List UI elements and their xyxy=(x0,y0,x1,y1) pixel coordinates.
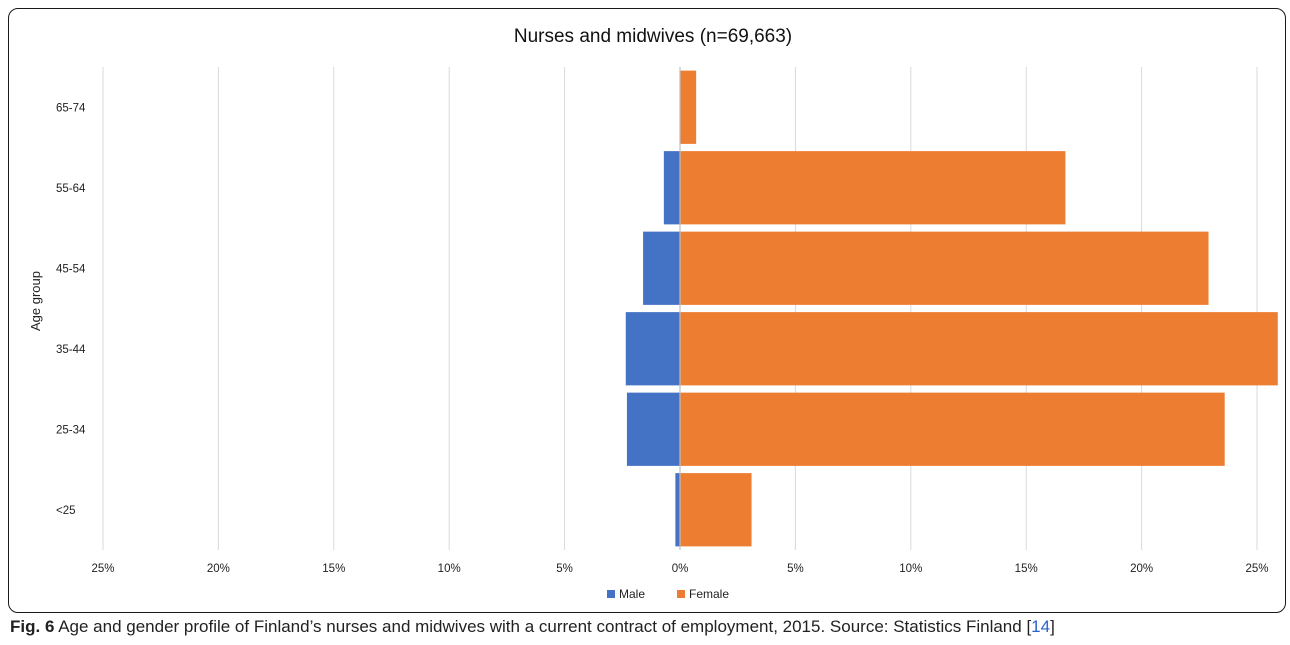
reference-link[interactable]: 14 xyxy=(1031,617,1051,636)
x-tick-label: 10% xyxy=(438,563,461,575)
x-tick-label: 10% xyxy=(899,563,922,575)
category-label: 35-44 xyxy=(56,344,86,356)
category-labels: 65-74 55-64 45-54 35-44 25-34 <25 xyxy=(56,102,86,517)
category-label: 45-54 xyxy=(56,263,86,275)
chart-frame xyxy=(8,8,1286,613)
bar-female-1 xyxy=(680,151,1066,225)
x-tick-label: 25% xyxy=(1245,563,1268,575)
bar-male-2 xyxy=(643,231,680,305)
category-label: 25-34 xyxy=(56,424,86,436)
category-label: 55-64 xyxy=(56,183,86,195)
figure-caption: Fig. 6 Age and gender profile of Finland… xyxy=(10,617,1280,637)
x-tick-label: 15% xyxy=(322,563,345,575)
category-label: 65-74 xyxy=(56,102,86,114)
chart: Nurses and midwives (n=69,663) 65-74 55-6… xyxy=(28,26,1278,601)
legend-swatch-female xyxy=(677,590,685,598)
chart-title: Nurses and midwives (n=69,663) xyxy=(514,26,792,47)
x-tick-label: 20% xyxy=(1130,563,1153,575)
x-tick-label: 5% xyxy=(556,563,573,575)
bars xyxy=(625,70,1278,547)
bar-female-4 xyxy=(680,392,1225,466)
x-tick-label: 20% xyxy=(207,563,230,575)
x-tick-labels: 25% 20% 15% 10% 5% 0% 5% 10% 15% 20% 25% xyxy=(91,563,1268,575)
y-axis-title: Age group xyxy=(28,271,43,331)
figure-label: Fig. 6 xyxy=(10,617,55,636)
bar-male-4 xyxy=(626,392,680,466)
bar-male-3 xyxy=(625,312,680,386)
legend: Male Female xyxy=(607,587,729,601)
reference-open-bracket: [ xyxy=(1026,617,1032,636)
legend-swatch-male xyxy=(607,590,615,598)
bar-female-3 xyxy=(680,312,1278,386)
caption-text: Age and gender profile of Finland’s nurs… xyxy=(54,617,1027,636)
bar-female-2 xyxy=(680,231,1209,305)
x-tick-label: 0% xyxy=(672,563,689,575)
legend-label-male: Male xyxy=(619,587,645,601)
reference-close-bracket: ] xyxy=(1050,617,1055,636)
bar-female-5 xyxy=(680,473,752,547)
x-tick-label: 25% xyxy=(91,563,114,575)
bar-male-1 xyxy=(663,151,680,225)
bar-male-5 xyxy=(675,473,680,547)
category-label: <25 xyxy=(56,505,76,517)
x-tick-label: 5% xyxy=(787,563,804,575)
x-tick-label: 15% xyxy=(1015,563,1038,575)
legend-label-female: Female xyxy=(689,587,729,601)
bar-female-0 xyxy=(680,70,697,144)
